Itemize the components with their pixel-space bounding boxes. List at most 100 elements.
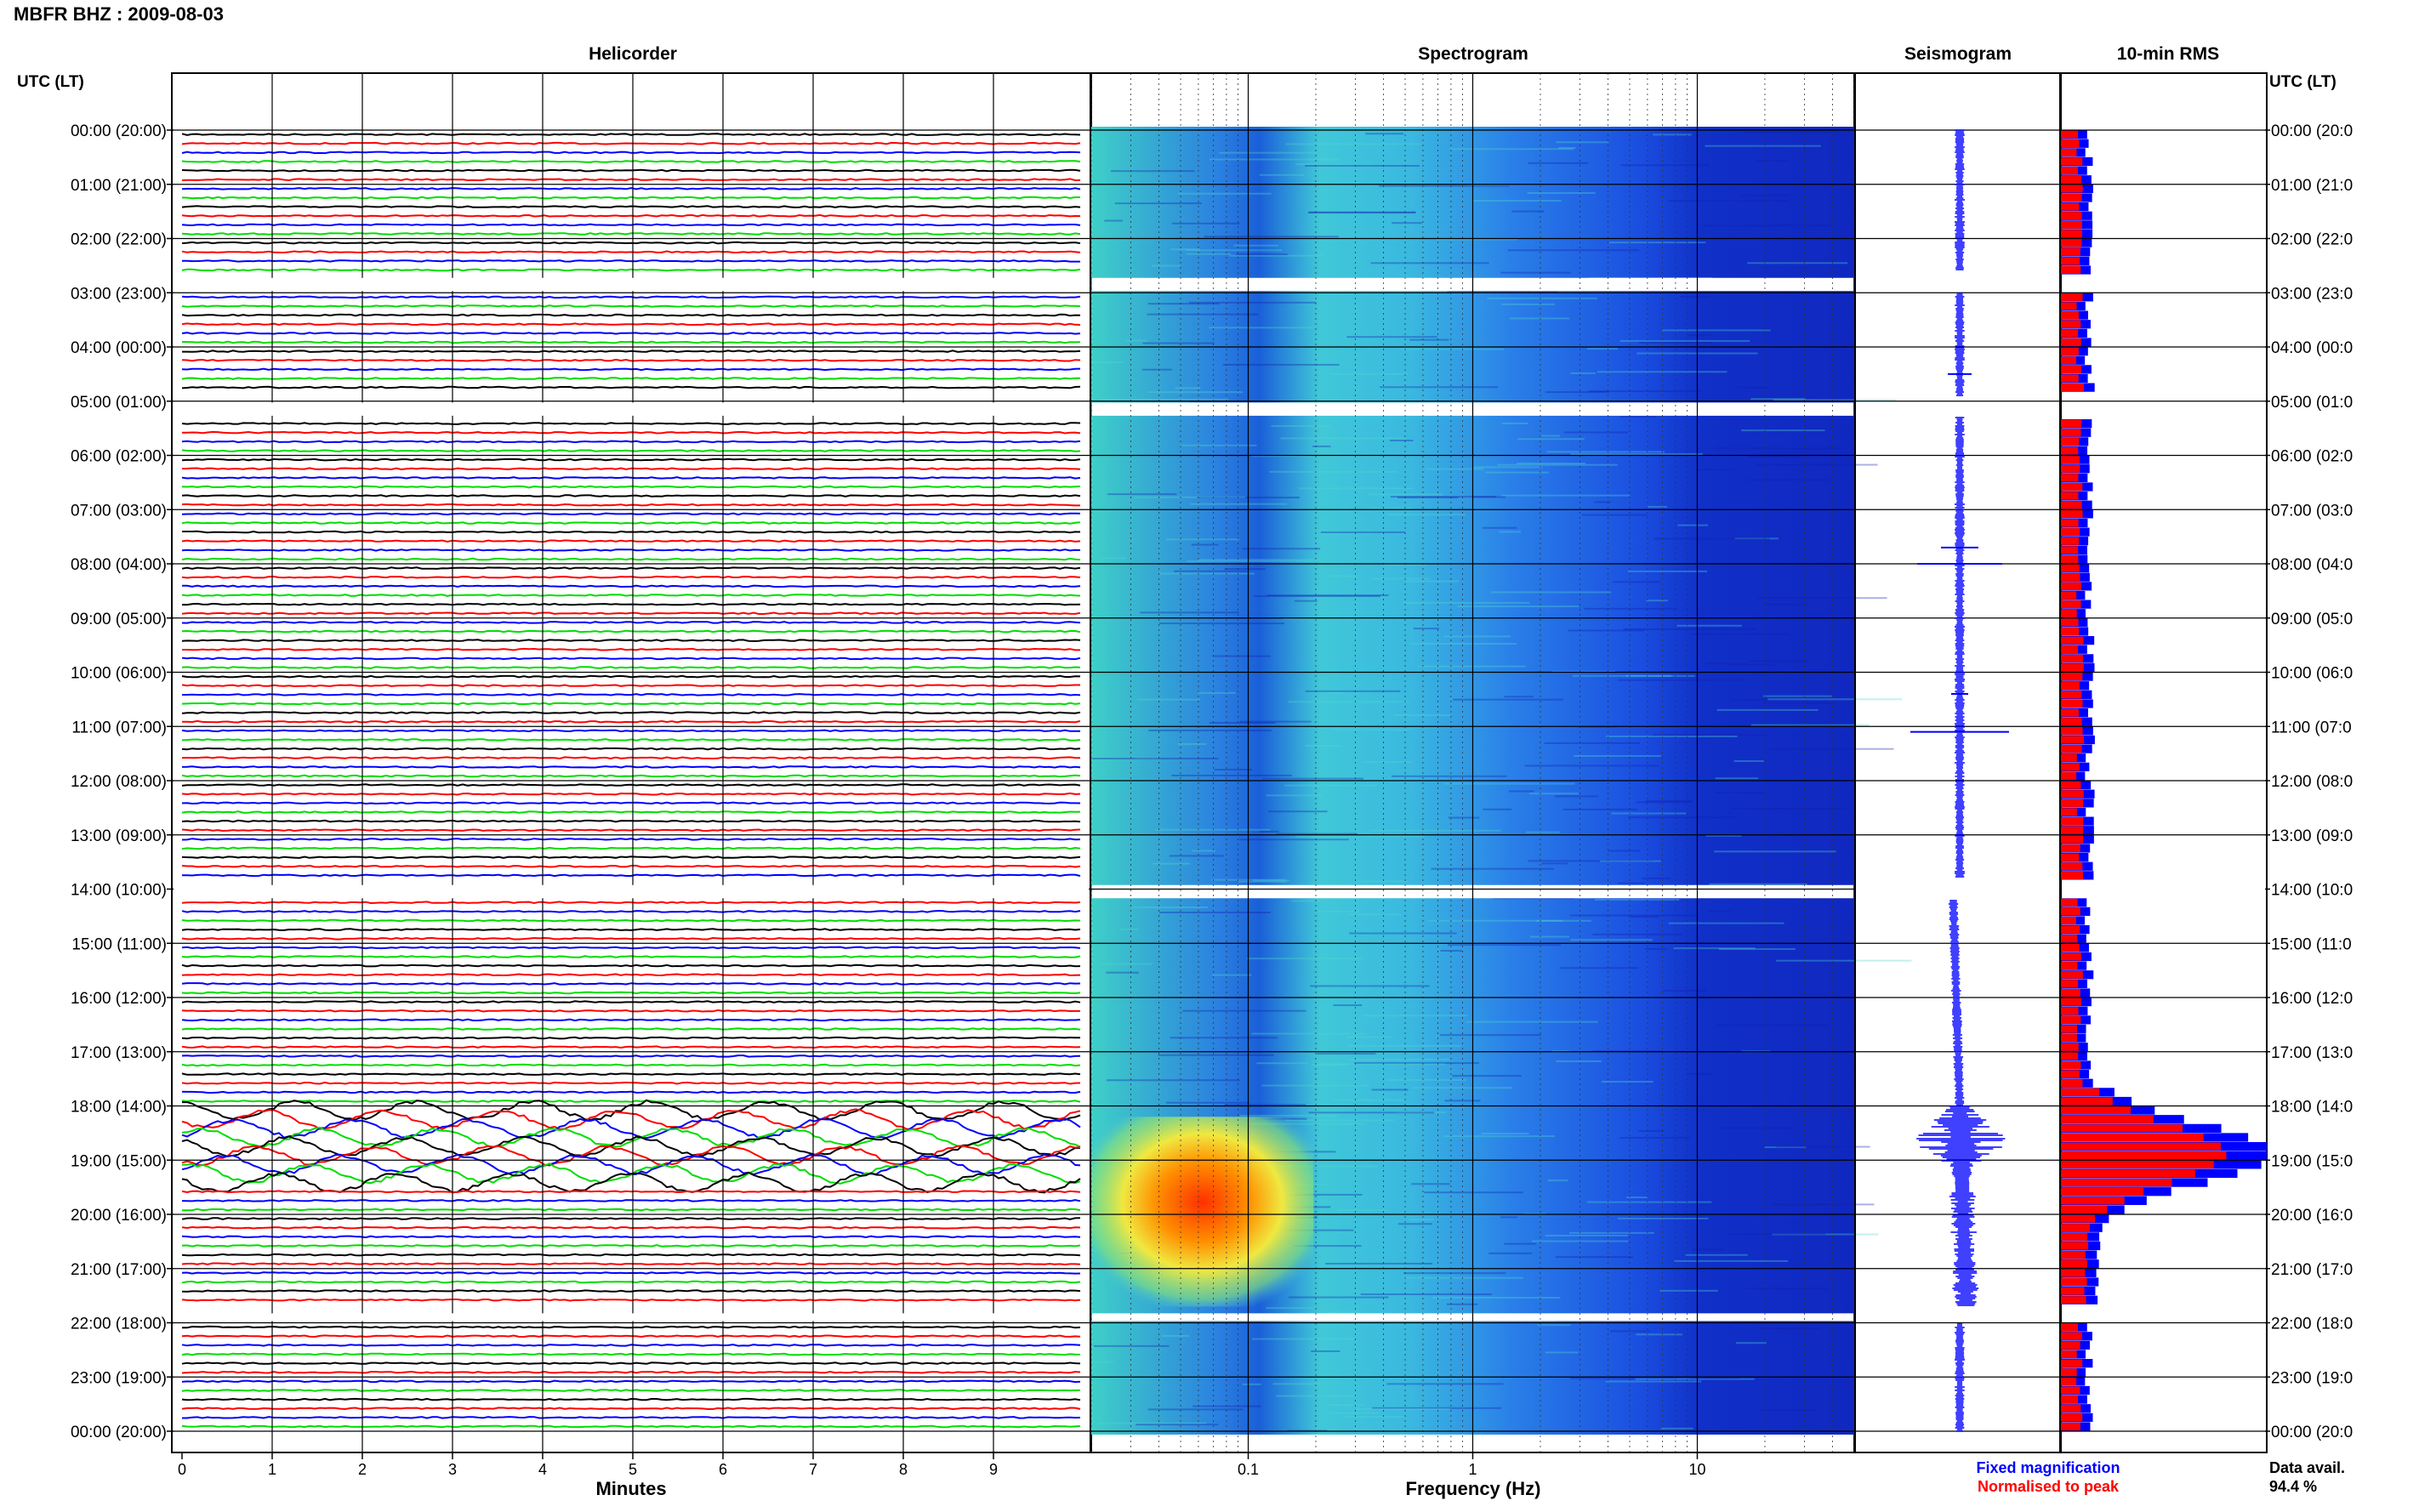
- spectrogram-streak: [1653, 734, 1767, 736]
- helicorder-trace: [181, 549, 1081, 552]
- utc-right-label: UTC (LT): [2269, 73, 2336, 91]
- time-label-right: 14:00 (10:0: [2271, 882, 2353, 900]
- spectrogram-streak: [1517, 438, 1585, 441]
- helicorder-trace: [181, 196, 1080, 200]
- helicorder-trace: [181, 1389, 1080, 1392]
- spectrogram-streak: [1161, 1334, 1190, 1337]
- helicorder-trace: [181, 792, 1081, 796]
- spectrogram-streak: [1667, 200, 1790, 202]
- time-label-left: 00:00 (20:00): [71, 1424, 167, 1441]
- spectrogram-streak: [1453, 698, 1563, 701]
- spectrogram-streak: [1606, 735, 1738, 737]
- time-label-right: 08:00 (04:0: [2271, 556, 2353, 574]
- helicorder-trace: [182, 719, 1081, 724]
- spectrogram-streak: [1734, 386, 1770, 389]
- spectrogram-streak: [1491, 591, 1612, 594]
- spectrogram-streak: [1386, 1383, 1504, 1385]
- rms-bar-normalised-to-peak: [2061, 374, 2079, 383]
- spectrogram-streak: [1347, 1058, 1450, 1060]
- helicorder-trace: [181, 340, 1081, 344]
- spectrogram-tick-label: 1: [1468, 1461, 1477, 1478]
- spectrogram-streak: [1563, 431, 1628, 434]
- time-label-right: 11:00 (07:0: [2271, 719, 2352, 736]
- spectrogram-streak: [1354, 1062, 1479, 1065]
- spectrogram-streak: [1305, 164, 1420, 167]
- spectrogram-streak: [1526, 831, 1560, 833]
- spectrogram-streak: [1211, 974, 1252, 976]
- spectrogram-streak: [1544, 742, 1640, 744]
- rms-bar-normalised-to-peak: [2061, 663, 2084, 672]
- spectrogram-streak: [1409, 338, 1449, 341]
- time-label-right: 05:00 (01:0: [2271, 394, 2353, 412]
- helicorder-trace: [181, 1072, 1081, 1076]
- spectrogram-streak: [1716, 1024, 1829, 1026]
- spectrogram-streak: [1488, 1252, 1533, 1254]
- spectrogram-streak: [1775, 1145, 1870, 1148]
- spectrogram-streak: [1097, 1422, 1207, 1424]
- spectrogram-streak: [1764, 1146, 1807, 1149]
- time-label-left: 15:00 (11:00): [71, 935, 167, 953]
- time-label-right: 22:00 (18:0: [2271, 1316, 2353, 1333]
- spectrogram-streak: [1471, 496, 1506, 498]
- spectrogram-streak: [1140, 611, 1239, 614]
- helicorder-trace: [181, 494, 1081, 497]
- spectrogram-streak: [1680, 295, 1710, 298]
- spectrogram-streak: [1344, 1416, 1404, 1418]
- helicorder-trace: [181, 946, 1081, 950]
- spectrogram-streak: [1386, 1078, 1466, 1081]
- spectrogram-streak: [1391, 496, 1497, 498]
- spectrogram-streak: [1142, 342, 1215, 344]
- rms-bar-normalised-to-peak: [2061, 1088, 2100, 1096]
- spectrogram-streak: [1177, 742, 1207, 745]
- spectrogram-streak: [1573, 754, 1661, 757]
- spectrogram-streak: [1469, 184, 1510, 186]
- spectrogram-streak: [1224, 568, 1266, 571]
- helicorder-trace: [181, 250, 1081, 254]
- spectrogram-streak: [1570, 372, 1597, 374]
- spectrogram-streak: [1285, 1119, 1394, 1122]
- spectrogram-streak: [1757, 597, 1887, 600]
- rms-panel: [2060, 72, 2268, 1453]
- spectrogram-streak: [1238, 838, 1349, 841]
- rms-bar-normalised-to-peak: [2061, 582, 2082, 590]
- spectrogram-streak: [1674, 1259, 1789, 1262]
- rms-bar-normalised-to-peak: [2061, 564, 2080, 572]
- spectrogram-streak: [1507, 249, 1640, 252]
- helicorder-trace: [181, 1036, 1080, 1040]
- spectrogram-streak: [1747, 660, 1809, 662]
- spectrogram-streak: [1443, 782, 1575, 785]
- spectrogram-streak: [1295, 835, 1423, 838]
- legend-normalised-to-peak: Normalised to peak: [1978, 1478, 2120, 1495]
- spectrogram-streak: [1210, 158, 1340, 161]
- helicorder-title: Helicorder: [589, 44, 677, 64]
- spectrogram-streak: [1586, 348, 1619, 350]
- rms-bar-normalised-to-peak: [2061, 554, 2079, 563]
- rms-bar-normalised-to-peak: [2061, 130, 2079, 139]
- rms-bar-normalised-to-peak: [2061, 220, 2082, 229]
- spectrogram-streak: [1569, 1377, 1678, 1379]
- time-label-right: 17:00 (13:0: [2271, 1044, 2353, 1062]
- spectrogram-streak: [1452, 1075, 1522, 1077]
- helicorder-trace: [181, 1027, 1081, 1031]
- time-label-left: 00:00 (20:00): [71, 122, 167, 140]
- spectrogram-streak: [1646, 600, 1668, 602]
- rms-bar-normalised-to-peak: [2061, 230, 2082, 238]
- spectrogram-streak: [1337, 1209, 1390, 1212]
- rms-bar-normalised-to-peak: [2061, 1332, 2082, 1340]
- spectrogram-streak: [1392, 222, 1422, 225]
- helicorder-trace: [181, 1225, 1081, 1230]
- rms-bar-normalised-to-peak: [2061, 293, 2083, 301]
- helicorder-trace: [181, 1108, 1081, 1130]
- helicorder-trace: [181, 666, 1081, 669]
- time-label-left: 19:00 (15:00): [71, 1152, 167, 1170]
- spectrogram-streak: [1212, 655, 1271, 657]
- helicorder-trace: [181, 440, 1081, 444]
- helicorder-trace: [181, 178, 1081, 182]
- seismogram-data-gap: [1856, 1313, 2059, 1322]
- helicorder-data-gap: [174, 402, 1089, 416]
- rms-bar-normalised-to-peak: [2061, 998, 2082, 1006]
- spectrogram-streak: [1266, 1307, 1317, 1310]
- rms-bar-normalised-to-peak: [2061, 871, 2083, 879]
- spectrogram-streak: [1659, 1289, 1718, 1292]
- spectrogram-streak: [1317, 1053, 1376, 1055]
